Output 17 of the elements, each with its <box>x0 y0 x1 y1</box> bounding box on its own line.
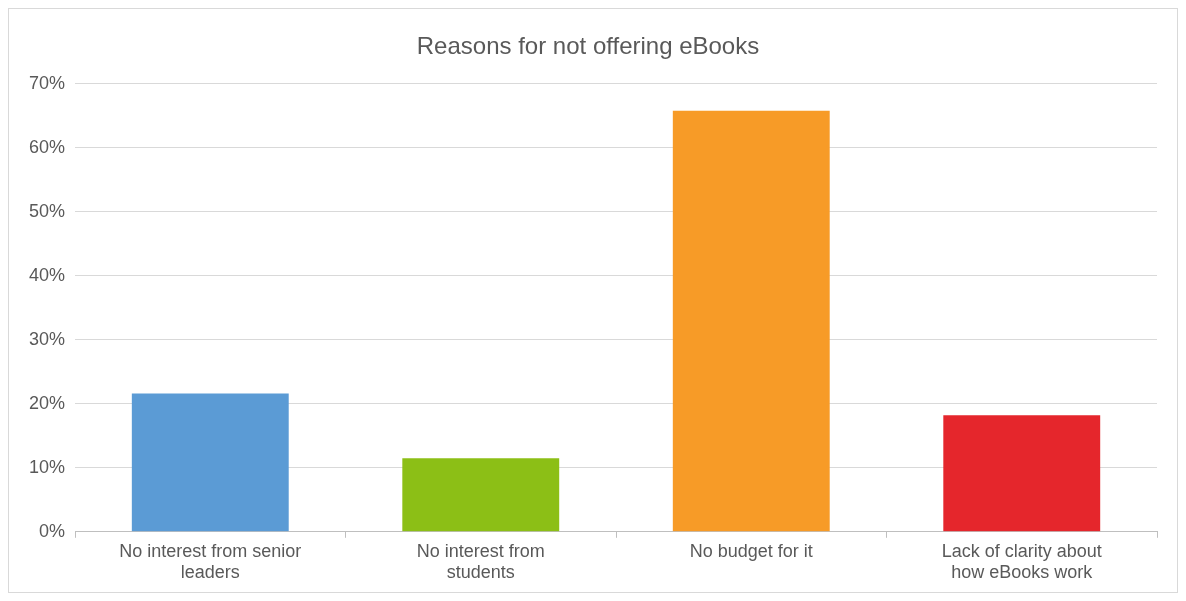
y-tick-label: 60% <box>29 136 66 157</box>
y-tick-label: 10% <box>29 456 66 477</box>
x-tick-label: No interest from students <box>416 540 545 583</box>
chart-title: Reasons for not offering eBooks <box>416 32 760 60</box>
bar <box>943 415 1101 532</box>
y-tick-label: 0% <box>39 520 66 541</box>
bar <box>672 110 830 532</box>
y-tick-label: 70% <box>29 72 66 93</box>
y-tick-label: 30% <box>29 328 66 349</box>
bar <box>131 393 289 532</box>
y-tick-label: 50% <box>29 200 66 221</box>
x-tick-label: Lack of clarity about how eBooks work <box>941 540 1102 583</box>
bar <box>402 458 560 532</box>
y-tick-label: 20% <box>29 392 66 413</box>
x-tick-label: No budget for it <box>689 540 813 561</box>
x-tick-label: No interest from senior leaders <box>119 540 302 583</box>
y-tick-label: 40% <box>29 264 66 285</box>
